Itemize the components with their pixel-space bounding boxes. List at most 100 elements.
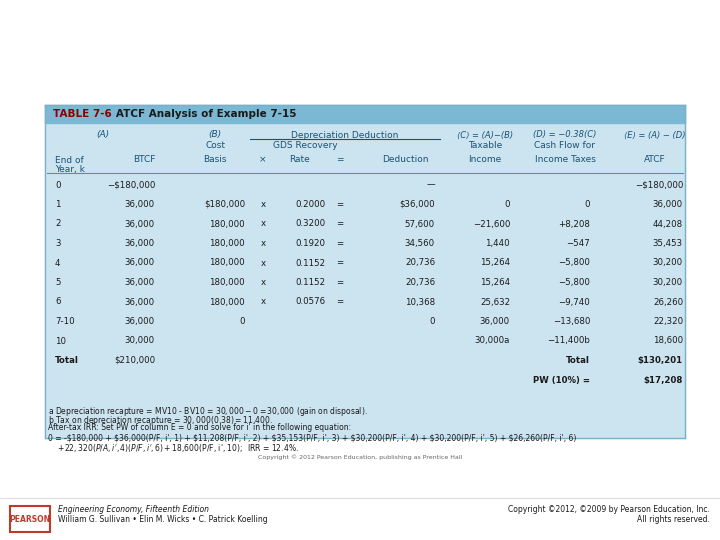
Text: x: x	[261, 200, 266, 209]
Text: PEARSON: PEARSON	[9, 515, 50, 523]
Text: 15,264: 15,264	[480, 278, 510, 287]
Text: x: x	[261, 298, 266, 307]
Text: x: x	[261, 278, 266, 287]
Text: 10,368: 10,368	[405, 298, 435, 307]
Text: Basis: Basis	[203, 156, 227, 165]
Text: Depreciation Deduction: Depreciation Deduction	[292, 131, 399, 139]
Bar	[10, 506, 50, 532]
Text: 180,000: 180,000	[210, 239, 245, 248]
Text: ×: ×	[259, 156, 266, 165]
Text: −5,800: −5,800	[558, 259, 590, 267]
Text: 36,000: 36,000	[125, 200, 155, 209]
Text: 30,200: 30,200	[653, 259, 683, 267]
Text: 2: 2	[55, 219, 60, 228]
Text: ⟨E⟩ = (A) − (D): ⟨E⟩ = (A) − (D)	[624, 131, 685, 139]
Text: =: =	[336, 200, 343, 209]
Text: 0.1152: 0.1152	[295, 278, 325, 287]
Text: 15,264: 15,264	[480, 259, 510, 267]
Text: $36,000: $36,000	[400, 200, 435, 209]
Text: 25,632: 25,632	[480, 298, 510, 307]
Text: 26,260: 26,260	[653, 298, 683, 307]
Text: 1,440: 1,440	[485, 239, 510, 248]
Text: 180,000: 180,000	[210, 259, 245, 267]
Text: PW (10%) =: PW (10%) =	[533, 375, 590, 384]
Text: (A): (A)	[96, 131, 109, 139]
Bar	[45, 105, 685, 123]
Text: 35,453: 35,453	[653, 239, 683, 248]
Text: b Tax on depreciation recapture = $30,000(0.38) = $11,400.: b Tax on depreciation recapture = $30,00…	[48, 414, 273, 427]
Text: 36,000: 36,000	[125, 278, 155, 287]
Text: Cost: Cost	[205, 141, 225, 151]
Text: 20,736: 20,736	[405, 259, 435, 267]
Text: x: x	[261, 219, 266, 228]
Text: 0: 0	[55, 180, 60, 190]
Text: $210,000: $210,000	[114, 356, 155, 365]
Text: Rate: Rate	[289, 156, 310, 165]
Text: 36,000: 36,000	[125, 259, 155, 267]
Text: =: =	[336, 259, 343, 267]
Text: 0.2000: 0.2000	[295, 200, 325, 209]
Text: −547: −547	[566, 239, 590, 248]
Text: Year, k: Year, k	[55, 165, 85, 174]
Text: =: =	[336, 278, 343, 287]
Text: 0: 0	[585, 200, 590, 209]
Text: 180,000: 180,000	[210, 278, 245, 287]
Text: 34,560: 34,560	[405, 239, 435, 248]
Text: =: =	[336, 239, 343, 248]
Text: 0: 0	[505, 200, 510, 209]
Text: ATCF Analysis of Example 7-15: ATCF Analysis of Example 7-15	[105, 109, 297, 119]
Text: 30,200: 30,200	[653, 278, 683, 287]
Text: −$180,000: −$180,000	[634, 180, 683, 190]
Bar	[45, 105, 685, 438]
Text: Copyright ©2012, ©2009 by Pearson Education, Inc.: Copyright ©2012, ©2009 by Pearson Educat…	[508, 504, 710, 514]
Text: a Depreciation recapture = MV10 - BV10 = $30,000 - 0 = $30,000 (gain on disposal: a Depreciation recapture = MV10 - BV10 =…	[48, 404, 368, 417]
Text: −13,680: −13,680	[553, 317, 590, 326]
Text: 36,000: 36,000	[125, 219, 155, 228]
Text: 0: 0	[430, 317, 435, 326]
Text: +8,208: +8,208	[558, 219, 590, 228]
Text: Income Taxes: Income Taxes	[534, 156, 595, 165]
Text: 36,000: 36,000	[653, 200, 683, 209]
Text: 0.3200: 0.3200	[295, 219, 325, 228]
Bar	[0, 498, 720, 540]
Text: 57,600: 57,600	[405, 219, 435, 228]
Text: 20,736: 20,736	[405, 278, 435, 287]
Text: −9,740: −9,740	[558, 298, 590, 307]
Text: ATCF: ATCF	[644, 156, 666, 165]
Text: End of: End of	[55, 156, 84, 165]
Text: Copyright © 2012 Pearson Education, publishing as Prentice Hall: Copyright © 2012 Pearson Education, publ…	[258, 454, 462, 460]
Text: Engineering Economy, Fifteenth Edition: Engineering Economy, Fifteenth Edition	[58, 504, 209, 514]
Text: 6: 6	[55, 298, 60, 307]
Text: 0: 0	[240, 317, 245, 326]
Text: TABLE 7-6: TABLE 7-6	[53, 109, 112, 119]
Text: Cash Flow for: Cash Flow for	[534, 141, 595, 151]
Text: 3: 3	[55, 239, 60, 248]
Text: BTCF: BTCF	[132, 156, 155, 165]
Text: After-tax IRR: Set PW of column E = 0 and solve for i' in the following equation: After-tax IRR: Set PW of column E = 0 an…	[48, 423, 351, 433]
Text: $180,000: $180,000	[204, 200, 245, 209]
Text: =: =	[336, 298, 343, 307]
Text: ⟨C⟩ = (A)−(B): ⟨C⟩ = (A)−(B)	[457, 131, 513, 139]
Text: x: x	[261, 239, 266, 248]
Text: $17,208: $17,208	[644, 375, 683, 384]
Text: 1: 1	[55, 200, 60, 209]
Text: +$22,320(P/A, i', 4)(P/F, i', 6) + $18,600(P/F, i', 10);  IRR = 12.4%.: +$22,320(P/A, i', 4)(P/F, i', 6) + $18,6…	[48, 442, 299, 455]
Text: 36,000: 36,000	[125, 298, 155, 307]
Text: =: =	[336, 219, 343, 228]
Text: 44,208: 44,208	[653, 219, 683, 228]
Text: 30,000a: 30,000a	[474, 336, 510, 346]
Text: Taxable: Taxable	[468, 141, 502, 151]
Text: 36,000: 36,000	[125, 239, 155, 248]
Text: 18,600: 18,600	[653, 336, 683, 346]
Text: 36,000: 36,000	[480, 317, 510, 326]
Text: $130,201: $130,201	[638, 356, 683, 365]
Text: 0.1152: 0.1152	[295, 259, 325, 267]
Text: 22,320: 22,320	[653, 317, 683, 326]
Text: Total: Total	[566, 356, 590, 365]
Text: −11,400b: −11,400b	[547, 336, 590, 346]
Text: −$180,000: −$180,000	[107, 180, 155, 190]
Text: 30,000: 30,000	[125, 336, 155, 346]
Text: 4: 4	[55, 259, 60, 267]
Text: (D) = −0.38(C): (D) = −0.38(C)	[534, 131, 597, 139]
Text: Income: Income	[469, 156, 502, 165]
